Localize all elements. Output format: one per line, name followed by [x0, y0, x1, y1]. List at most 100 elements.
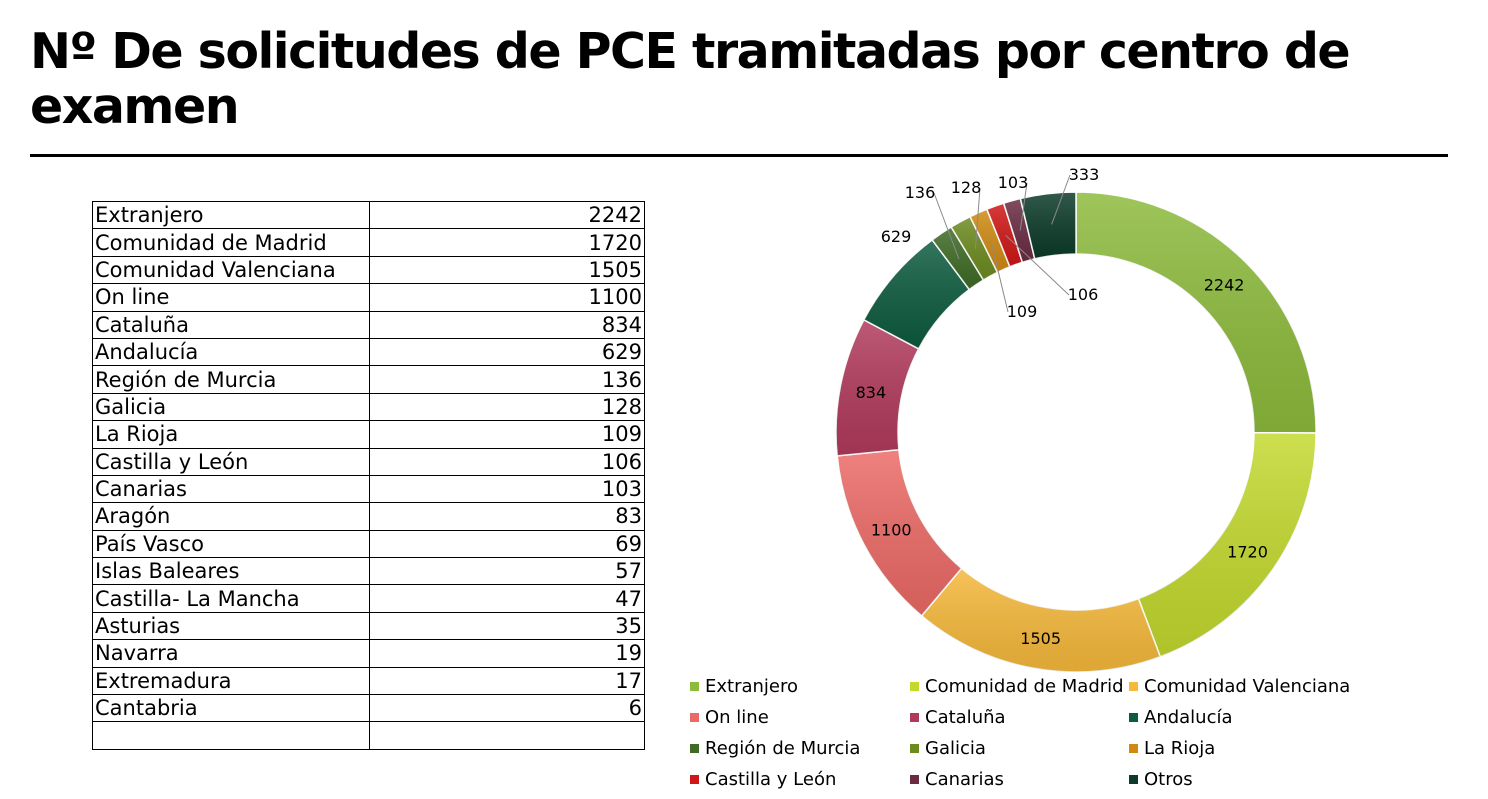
row-label: Islas Baleares	[92, 557, 370, 586]
row-label: Cantabria	[92, 694, 370, 723]
slice-shade	[986, 203, 1023, 267]
legend-item: La Rioja	[1129, 738, 1215, 760]
leader-line	[933, 192, 960, 260]
row-label: Cataluña	[92, 310, 370, 339]
row-label: País Vasco	[92, 529, 370, 559]
data-label: 136	[905, 183, 936, 202]
data-label: 103	[998, 173, 1029, 192]
legend-label: Canarias	[925, 769, 1004, 790]
row-value: 57	[369, 557, 645, 586]
table-row: Comunidad de Madrid 1720	[92, 228, 645, 257]
row-label: Andalucía	[92, 337, 370, 367]
legend-swatch	[690, 682, 699, 691]
table-row: Castilla y León 106	[92, 447, 645, 476]
legend-swatch	[910, 775, 919, 784]
row-label: La Rioja	[92, 420, 370, 449]
legend-swatch	[1129, 682, 1138, 691]
row-value: 103	[369, 474, 645, 504]
legend-label: Comunidad Valenciana	[1144, 676, 1351, 697]
slice-shade	[921, 568, 1161, 672]
row-value: 834	[369, 310, 645, 339]
leader-line	[1005, 234, 1070, 296]
slice-shade	[1076, 192, 1316, 433]
legend-label: La Rioja	[1144, 738, 1216, 759]
data-label: 1100	[871, 521, 912, 540]
legend-item: Comunidad de Madrid	[910, 676, 1124, 698]
legend-swatch	[690, 775, 699, 784]
table-row: Región de Murcia 136	[92, 365, 645, 394]
slice-shade	[1138, 432, 1316, 657]
data-label: 1505	[1020, 629, 1061, 648]
table-row: Cataluña 834	[92, 310, 645, 339]
row-value: 629	[369, 337, 645, 367]
row-value: 6	[369, 694, 645, 723]
row-label: Asturias	[92, 611, 370, 641]
row-value: 1505	[369, 255, 645, 285]
slice-shade	[932, 227, 984, 290]
legend-label: Galicia	[925, 738, 986, 759]
legend-swatch	[910, 713, 919, 722]
legend-swatch	[910, 682, 919, 691]
data-label: 109	[1007, 302, 1038, 321]
table-row: Islas Baleares 57	[92, 557, 645, 586]
row-value: 1720	[369, 228, 645, 257]
table-row	[92, 721, 645, 750]
table-row: Extranjero 2242	[92, 200, 645, 230]
legend-item: Otros	[1129, 769, 1193, 791]
row-label: On line	[92, 283, 370, 312]
data-table: Extranjero 2242 Comunidad de Madrid 1720 Com…	[92, 200, 645, 750]
legend-item: Canarias	[910, 769, 1004, 791]
slice-shade	[836, 319, 919, 456]
row-value: 109	[369, 420, 645, 449]
table-row: La Rioja 109	[92, 420, 645, 449]
row-label: Comunidad Valenciana	[92, 255, 370, 285]
legend-item: Cataluña	[910, 707, 1006, 729]
row-label: Galicia	[92, 392, 370, 422]
legend-label: Comunidad de Madrid	[925, 676, 1124, 697]
table-row: Canarias 103	[92, 474, 645, 504]
table-row: Aragón 83	[92, 502, 645, 531]
donut-chart: 2242 1720 1505 1100 834 629 136 128 109 106 103 333	[835, 165, 1317, 672]
row-value: 128	[369, 392, 645, 422]
legend-label: Extranjero	[705, 676, 799, 697]
legend-item: Región de Murcia	[690, 738, 860, 760]
row-label: Castilla- La Mancha	[92, 584, 370, 613]
slice-shade	[863, 239, 970, 349]
row-label: Región de Murcia	[92, 365, 370, 394]
table-row: Asturias 35	[92, 611, 645, 641]
data-label: 128	[951, 178, 982, 197]
row-value: 17	[369, 666, 645, 696]
slice-shade	[970, 209, 1010, 273]
data-label: 1720	[1227, 542, 1268, 561]
leader-line	[974, 187, 981, 249]
table-row: Galicia 128	[92, 392, 645, 422]
slice-shade	[951, 216, 998, 280]
row-label: Extremadura	[92, 666, 370, 696]
legend-swatch	[690, 713, 699, 722]
data-label: 2242	[1204, 276, 1245, 295]
legend-item: Galicia	[910, 738, 986, 760]
data-label: 333	[1069, 165, 1100, 184]
legend-swatch	[1129, 775, 1138, 784]
data-label: 106	[1068, 285, 1099, 304]
table-row: Castilla- La Mancha 47	[92, 584, 645, 613]
legend-item: On line	[690, 707, 769, 729]
row-value: 106	[369, 447, 645, 476]
table-row: Extremadura 17	[92, 666, 645, 696]
leader-line	[1051, 174, 1071, 225]
slice-shade	[1020, 192, 1076, 259]
row-value: 83	[369, 502, 645, 531]
row-value: 47	[369, 584, 645, 613]
legend-swatch	[1129, 713, 1138, 722]
row-value: 1100	[369, 283, 645, 312]
row-value	[369, 721, 645, 750]
table-row: Comunidad Valenciana 1505	[92, 255, 645, 285]
leader-line	[990, 240, 1009, 313]
table-row: Andalucía 629	[92, 337, 645, 367]
row-value: 35	[369, 611, 645, 641]
legend-item: Extranjero	[690, 676, 798, 698]
data-label: 629	[881, 227, 912, 246]
row-label: Comunidad de Madrid	[92, 228, 370, 257]
row-label: Extranjero	[92, 200, 370, 230]
page-title: Nº De solicitudes de PCE tramitadas por …	[30, 23, 1351, 135]
